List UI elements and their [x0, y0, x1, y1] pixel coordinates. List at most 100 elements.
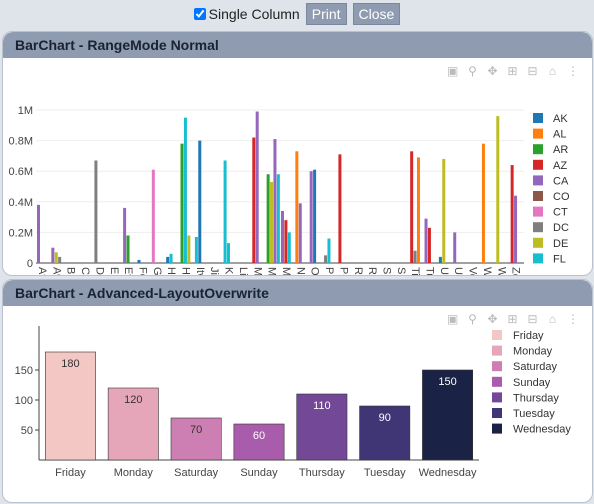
bar: [266, 174, 270, 263]
bar: [194, 236, 198, 263]
y-tick-label: 0.8M: [9, 136, 33, 148]
home-icon[interactable]: ⌂: [548, 312, 557, 326]
bar: [296, 393, 348, 461]
legend-swatch: [492, 423, 502, 434]
bar-chart-range-mode: 0 0.2M 0.4M 0.6M 0.8M 1M AfvooAvnitBinejCewfDi…: [9, 105, 570, 275]
x-tick-label: Vohu: [467, 267, 479, 275]
bar: [416, 157, 420, 263]
zoom-in-icon[interactable]: ⊞: [507, 312, 518, 326]
legend-swatch: [533, 191, 543, 201]
print-button[interactable]: Print: [305, 2, 347, 25]
x-tick-label: Monday: [114, 467, 154, 479]
bar: [94, 160, 98, 263]
data-label: 70: [190, 424, 202, 436]
bar: [252, 137, 256, 263]
x-tick-label: Tuzis: [424, 267, 436, 275]
bar: [151, 169, 155, 263]
legend-label: Tuesday: [513, 408, 555, 420]
x-tick-label: Rashi: [352, 267, 364, 275]
legend-swatch: [492, 392, 502, 403]
home-icon[interactable]: ⌂: [548, 64, 557, 78]
x-tick-label: Miojc: [266, 267, 278, 275]
x-tick-label: Binej: [65, 267, 77, 275]
legend-label: AK: [553, 113, 568, 125]
x-tick-label: Kivpi: [223, 267, 235, 275]
legend-swatch: [533, 159, 543, 170]
modebar: ▣ ⚲ ✥ ⊞ ⊟ ⌂ ⋮: [447, 312, 579, 326]
bar: [126, 235, 130, 263]
bar: [183, 117, 187, 264]
bar: [359, 405, 411, 461]
modebar: ▣ ⚲ ✥ ⊞ ⊟ ⌂ ⋮: [447, 64, 579, 78]
data-label: 110: [313, 400, 331, 412]
legend-swatch: [533, 144, 543, 155]
x-tick-label: Zetdc: [510, 267, 522, 275]
chart-panel-range-mode: BarChart - RangeMode Normal ▣ ⚲ ✥ ⊞ ⊟ ⌂ …: [2, 31, 593, 276]
single-column-toggle[interactable]: Single Column: [193, 5, 300, 22]
zoom-icon[interactable]: ⚲: [468, 64, 477, 78]
bar: [37, 204, 40, 263]
bar: [324, 255, 328, 263]
x-tick-label: Pikon: [323, 267, 335, 275]
bar: [276, 174, 280, 263]
legend-swatch: [492, 408, 502, 418]
camera-icon[interactable]: ▣: [447, 312, 459, 326]
camera-icon[interactable]: ▣: [447, 64, 459, 78]
legend-swatch: [492, 345, 502, 356]
bar: [295, 151, 299, 263]
legend-label: Thursday: [513, 392, 559, 404]
bar: [298, 203, 302, 263]
zoom-icon[interactable]: ⚲: [468, 312, 477, 326]
zoom-out-icon[interactable]: ⊟: [527, 64, 538, 78]
spike-icon[interactable]: ⋮: [567, 64, 579, 78]
bar: [58, 256, 62, 263]
x-tick-label: Nevz: [294, 267, 306, 275]
spike-icon[interactable]: ⋮: [567, 312, 579, 326]
data-label: 150: [438, 376, 456, 388]
pan-icon[interactable]: ✥: [487, 312, 498, 326]
pan-icon[interactable]: ✥: [487, 64, 498, 78]
bar: [166, 256, 170, 263]
y-tick-label: 0.2M: [9, 227, 33, 239]
x-tick-label: Saturday: [174, 467, 219, 479]
data-label: 90: [379, 412, 391, 424]
y-tick-label: 150: [15, 365, 33, 377]
x-tick-label: Friday: [55, 467, 86, 479]
bar: [170, 417, 222, 461]
single-column-checkbox[interactable]: [193, 7, 206, 20]
bar: [137, 259, 141, 263]
x-tick-label: Rutor: [366, 267, 378, 275]
legend-label: Friday: [513, 330, 544, 342]
bar: [427, 227, 431, 263]
bar: [187, 235, 191, 263]
legend-label: CO: [553, 191, 570, 203]
bar: [255, 111, 259, 263]
x-tick-label: Evbu: [122, 267, 134, 275]
bar: [338, 154, 342, 263]
x-tick-label: Diazi: [93, 267, 105, 275]
zoom-in-icon[interactable]: ⊞: [507, 64, 518, 78]
bar: [410, 151, 414, 263]
x-tick-label: Cewf: [79, 267, 91, 275]
bar: [233, 423, 285, 461]
bar: [270, 181, 274, 263]
close-button[interactable]: Close: [352, 2, 401, 25]
bar: [223, 160, 227, 263]
bar: [422, 369, 474, 461]
y-tick-label: 50: [21, 425, 33, 437]
bar: [496, 116, 500, 263]
legend-swatch: [533, 175, 543, 186]
x-tick-label: Avnit: [50, 267, 62, 275]
zoom-out-icon[interactable]: ⊟: [527, 312, 538, 326]
bar: [510, 165, 514, 263]
bar: [198, 140, 202, 263]
bar: [284, 220, 288, 263]
bar: [226, 243, 230, 263]
bar: [327, 238, 331, 263]
legend-label: Sunday: [513, 377, 551, 389]
x-tick-label: Ufoe: [438, 267, 450, 275]
legend-label: CT: [553, 207, 568, 219]
bar: [442, 158, 446, 263]
single-column-label: Single Column: [208, 5, 300, 22]
x-tick-label: Jimol: [208, 267, 220, 275]
